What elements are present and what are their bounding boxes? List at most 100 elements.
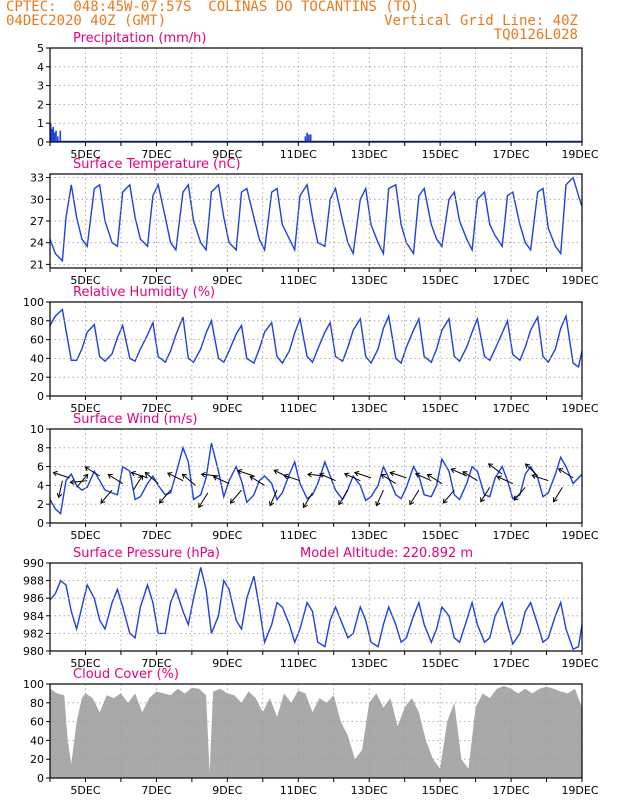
panel-frame bbox=[49, 683, 583, 779]
wind-arrow-head bbox=[338, 500, 344, 506]
precip-bar bbox=[306, 132, 308, 142]
x-tick-label: 7DEC bbox=[141, 274, 171, 287]
wind-arrow bbox=[230, 489, 242, 504]
header-model-id: TQ0126L028 bbox=[493, 27, 578, 43]
x-tick-label: 7DEC bbox=[141, 402, 171, 415]
precip-bar bbox=[59, 130, 62, 142]
wind-arrow-head bbox=[462, 471, 468, 476]
wind-arrow-head bbox=[166, 472, 173, 478]
y-tick-label: 20 bbox=[30, 371, 44, 384]
wind-arrow-head bbox=[375, 501, 381, 507]
wind-arrow-head bbox=[442, 498, 448, 504]
wind-arrow bbox=[144, 472, 159, 484]
wind-arrow bbox=[427, 474, 443, 484]
x-tick-label: 17DEC bbox=[493, 402, 530, 415]
wind-arrow bbox=[100, 489, 113, 504]
y-tick-label: 20 bbox=[30, 753, 44, 766]
x-tick-label: 9DEC bbox=[212, 148, 242, 161]
wind-arrow bbox=[497, 476, 514, 484]
wind-arrow-head bbox=[557, 468, 564, 474]
wind-arrow-head bbox=[513, 495, 519, 501]
x-tick-label: 7DEC bbox=[141, 657, 171, 670]
panel-frame bbox=[49, 428, 583, 524]
panel-title: Precipitation (mm/h) bbox=[73, 31, 206, 46]
wind-arrow-head bbox=[229, 498, 235, 504]
wind-arrow-head bbox=[283, 473, 289, 480]
wind-arrow-head bbox=[212, 475, 219, 481]
y-tick-label: 984 bbox=[23, 610, 44, 623]
wind-series-line bbox=[49, 442, 583, 515]
wind-arrow bbox=[381, 474, 397, 484]
wind-arrow bbox=[307, 473, 325, 477]
wind-arrow-head bbox=[100, 498, 106, 504]
y-tick-label: 3 bbox=[37, 80, 44, 93]
panel-title: Surface Temperature (nC) bbox=[73, 157, 241, 172]
y-tick-label: 80 bbox=[30, 697, 44, 710]
panel-frame bbox=[49, 47, 583, 143]
panel-title: Surface Wind (m/s) bbox=[73, 412, 197, 427]
wind-arrow bbox=[480, 487, 491, 502]
wind-arrow bbox=[532, 474, 549, 482]
y-tick-label: 60 bbox=[30, 716, 44, 729]
x-tick-label: 11DEC bbox=[280, 784, 317, 797]
wind-arrow-head bbox=[302, 502, 308, 509]
wind-arrow bbox=[344, 473, 361, 482]
wind-arrow-head bbox=[198, 502, 204, 509]
y-tick-label: 33 bbox=[30, 172, 44, 185]
x-tick-label: 17DEC bbox=[493, 148, 530, 161]
wind-arrow-head bbox=[480, 497, 486, 503]
wind-arrow bbox=[513, 486, 526, 501]
y-tick-label: 0 bbox=[37, 772, 44, 785]
wind-arrow-head bbox=[268, 501, 275, 507]
x-tick-label: 19DEC bbox=[561, 529, 598, 542]
y-tick-label: 100 bbox=[23, 678, 44, 691]
y-tick-label: 4 bbox=[37, 61, 44, 74]
wind-arrow-head bbox=[158, 498, 164, 504]
wind-arrow-head bbox=[487, 463, 494, 469]
wind-arrow bbox=[415, 473, 432, 482]
x-tick-label: 19DEC bbox=[561, 274, 598, 287]
wind-arrow-head bbox=[56, 492, 63, 499]
wind-arrow bbox=[269, 489, 278, 506]
wind-arrow-head bbox=[319, 472, 325, 478]
x-tick-label: 13DEC bbox=[351, 402, 388, 415]
precip-bar bbox=[55, 130, 57, 142]
wind-arrow-head bbox=[83, 473, 89, 479]
wind-arrow-head bbox=[107, 474, 113, 479]
wind-arrow bbox=[53, 472, 70, 479]
x-tick-label: 5DEC bbox=[70, 784, 100, 797]
x-tick-label: 17DEC bbox=[493, 274, 530, 287]
y-tick-label: 982 bbox=[23, 627, 44, 640]
x-tick-label: 17DEC bbox=[493, 657, 530, 670]
x-tick-label: 5DEC bbox=[70, 657, 100, 670]
wind-arrow bbox=[70, 480, 88, 483]
wind-arrow-head bbox=[84, 466, 90, 472]
panel-frame bbox=[49, 301, 583, 397]
wind-arrow-head bbox=[200, 471, 206, 478]
wind-arrow bbox=[198, 492, 209, 508]
x-tick-label: 13DEC bbox=[351, 529, 388, 542]
y-tick-label: 2 bbox=[37, 98, 44, 111]
wind-arrow-head bbox=[524, 463, 531, 469]
x-tick-label: 7DEC bbox=[141, 148, 171, 161]
wind-arrow bbox=[376, 489, 384, 506]
wind-arrow-head bbox=[409, 500, 415, 506]
y-tick-label: 5 bbox=[37, 42, 44, 55]
wind-arrow-head bbox=[236, 469, 243, 475]
x-tick-label: 9DEC bbox=[212, 402, 242, 415]
wind-arrow-head bbox=[496, 475, 502, 481]
y-tick-label: 10 bbox=[30, 423, 44, 436]
x-tick-label: 13DEC bbox=[351, 148, 388, 161]
x-tick-label: 9DEC bbox=[212, 274, 242, 287]
panel-cloud: Cloud Cover (%) 0 20 40 60 80 100 5DEC 7DEC 9DEC 1… bbox=[23, 667, 599, 797]
panel-pressure: Surface Pressure (hPa) 980 982 984 986 988 990… bbox=[23, 546, 599, 670]
wind-arrow-head bbox=[426, 474, 432, 479]
x-tick-label: 13DEC bbox=[351, 274, 388, 287]
wind-arrow-head bbox=[69, 479, 75, 485]
y-tick-label: 980 bbox=[23, 645, 44, 658]
precip-bar bbox=[53, 132, 56, 142]
header-date: 04DEC2020 40Z (GMT) bbox=[6, 13, 167, 29]
wind-arrow bbox=[462, 471, 478, 482]
model-altitude-label: Model Altitude: 220.892 m bbox=[300, 546, 473, 561]
x-tick-label: 15DEC bbox=[422, 784, 459, 797]
